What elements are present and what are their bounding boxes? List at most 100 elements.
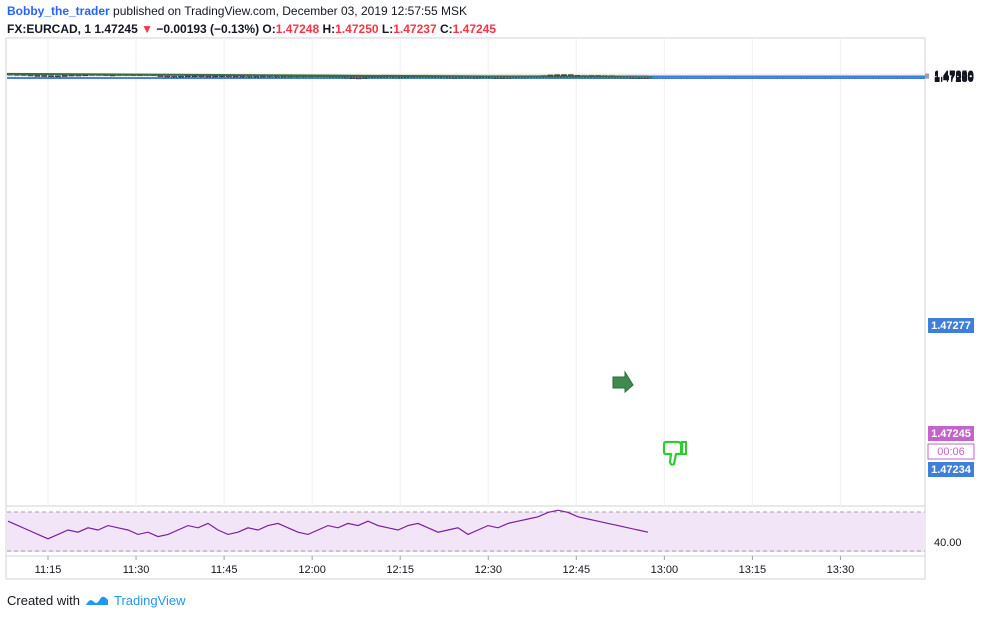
bull-candle-body [61,75,68,77]
down-arrow-icon: ▼ [141,22,153,36]
bull-candle-body [191,75,198,78]
annotations [612,370,687,466]
candle [164,75,171,78]
created-with-label: Created with [7,593,80,608]
tradingview-logo-icon [85,596,108,605]
candle [55,75,61,78]
change-value: −0.00193 (−0.13%) [156,22,260,36]
bear-candle-body [27,74,34,77]
countdown-badge: 00:06 [927,443,975,460]
bear-candle-body [198,75,205,78]
support-badge: 1.47234 [928,462,974,477]
bear-candle-body [239,76,246,78]
candle [48,75,54,78]
price-tick-label: 1.47250 [934,72,974,84]
chart-frame [5,37,926,580]
candle [61,75,68,77]
time-tick-label: 11:30 [123,564,150,576]
candle [246,76,253,78]
publish-line: Bobby_the_trader published on TradingVie… [7,4,467,18]
candle [362,76,369,79]
trendlines[interactable] [6,72,653,79]
rsi-line [7,509,649,540]
chart-canvas[interactable]: 1.473501.473401.473301.473201.473101.473… [0,0,988,590]
open-value: 1.47248 [275,22,320,36]
rsi-level-label: 40.00 [934,537,962,549]
bear-candle-body [205,75,212,78]
candle [178,76,184,78]
close-label: C: [439,22,453,36]
bear-candle-body [34,75,41,77]
candle [34,75,41,77]
bull-candle-body [219,75,225,78]
svg-text:1.47277: 1.47277 [931,320,971,332]
trendline-secondary [282,74,624,79]
price-tick-label: 1.47270 [934,72,974,84]
bear-candle-body [41,75,47,77]
time-axis[interactable]: 11:15 11:30 11:45 12:00 12:15 12:30 12:45 13:00… [35,556,855,576]
tradingview-link[interactable]: TradingView [113,593,186,608]
price-tick-label: 1.47320 [934,70,974,82]
bear-candle-body [349,77,355,79]
time-tick-label: 12:45 [563,564,591,576]
bear-candle-body [273,76,280,78]
svg-text:00:06: 00:06 [937,446,965,458]
price-tick-label: 1.47300 [934,71,974,83]
bear-candle-body [164,75,171,78]
bull-candle-body [561,74,567,76]
time-tick-label: 12:00 [298,564,326,576]
author-link[interactable]: Bobby_the_trader [7,4,110,18]
price-tick-label: 1.47330 [934,70,974,82]
bull-candle-body [554,74,560,77]
price-tick-label: 1.47280 [934,71,974,83]
bull-candle-body [178,76,184,78]
price-tick-label: 1.47290 [934,71,974,83]
high-label: H: [322,22,336,36]
high-value: 1.47250 [335,22,379,36]
time-tick-label: 13:00 [651,564,679,576]
time-tick-label: 11:45 [211,564,238,576]
bull-candle-body [185,75,191,78]
thumbs-down-icon [662,440,687,466]
price-tick-label: 1.47230 [934,73,974,85]
last-price: 1.47245 [94,22,138,36]
candle [212,75,218,78]
bear-candle-body [232,75,239,78]
price-tick-label: 1.47340 [934,69,974,81]
svg-text:1.47234: 1.47234 [931,464,972,476]
arrow-marker-icon [612,370,634,394]
ohlc-legend: FX:EURCAD, 1 1.47245 ▼ −0.00193 (−0.13%)… [7,22,496,36]
time-tick-label: 12:30 [474,564,502,576]
candle [349,77,355,79]
time-tick-label: 11:15 [35,564,62,576]
resistance-badge: 1.47277 [928,318,974,333]
bull-candle-body [55,75,61,78]
time-tick-label: 13:15 [739,564,767,576]
candle [185,75,191,78]
low-value: 1.47237 [393,22,437,36]
price-tick-label: 1.47350 [934,69,974,81]
time-tick-label: 12:15 [386,564,414,576]
last-price-badge: 1.47245 [928,426,974,441]
low-label: L: [381,22,394,36]
price-axis[interactable]: 1.473501.473401.473301.473201.473101.473… [925,69,974,85]
publish-info: published on TradingView.com, December 0… [113,4,468,18]
candle [561,74,567,76]
candle [205,75,212,78]
rsi-pane[interactable]: 40.00 [7,509,962,552]
close-value: 1.47245 [452,22,497,36]
open-label: O: [262,22,276,36]
candle [239,76,246,78]
candle [232,75,239,78]
candle [567,74,574,76]
candle [171,76,177,78]
time-tick-label: 13:30 [827,564,855,576]
bear-candle-body [567,74,574,76]
candle [41,75,47,77]
bear-candle-body [246,76,253,78]
footer: Created with TradingView [7,593,186,608]
bear-candle-body [171,76,177,78]
bull-candle-body [362,76,369,79]
price-tick-label: 1.47260 [934,72,974,84]
svg-text:1.47245: 1.47245 [931,428,971,440]
